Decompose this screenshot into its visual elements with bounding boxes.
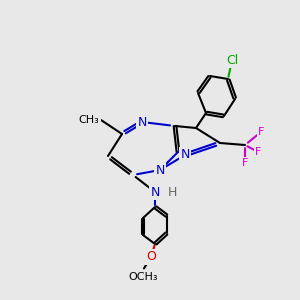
Text: O: O [146,250,156,263]
Text: N: N [150,185,160,199]
Text: H: H [167,185,177,199]
Text: CH₃: CH₃ [79,115,100,125]
Text: F: F [258,127,264,137]
Text: N: N [155,164,165,176]
Text: OCH₃: OCH₃ [128,272,158,281]
Text: F: F [255,147,261,157]
Text: Cl: Cl [226,53,238,67]
Text: N: N [180,148,190,161]
Text: F: F [242,158,248,168]
Text: N: N [137,116,147,128]
